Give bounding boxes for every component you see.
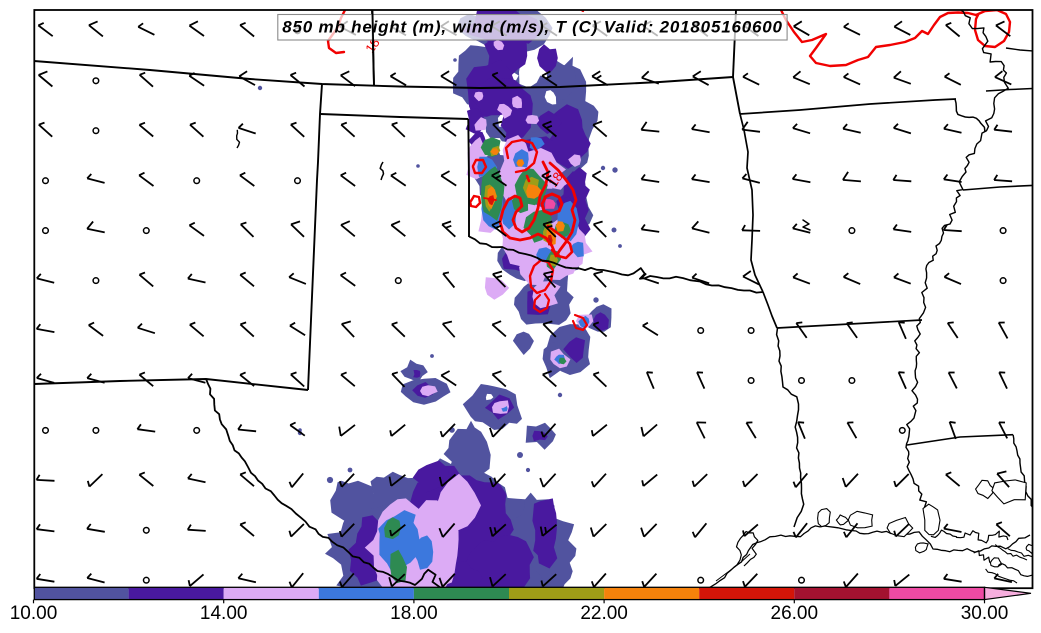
svg-text:10.00: 10.00 [10, 603, 58, 624]
svg-text:22.00: 22.00 [580, 603, 628, 624]
svg-text:30.00: 30.00 [961, 603, 1009, 624]
svg-text:18.00: 18.00 [390, 603, 438, 624]
svg-text:26.00: 26.00 [771, 603, 819, 624]
svg-text:14.00: 14.00 [200, 603, 248, 624]
svg-text:850 mb height (m), wind (m/s),: 850 mb height (m), wind (m/s), T (C) Val… [282, 18, 782, 37]
svg-text:18: 18 [545, 169, 566, 189]
